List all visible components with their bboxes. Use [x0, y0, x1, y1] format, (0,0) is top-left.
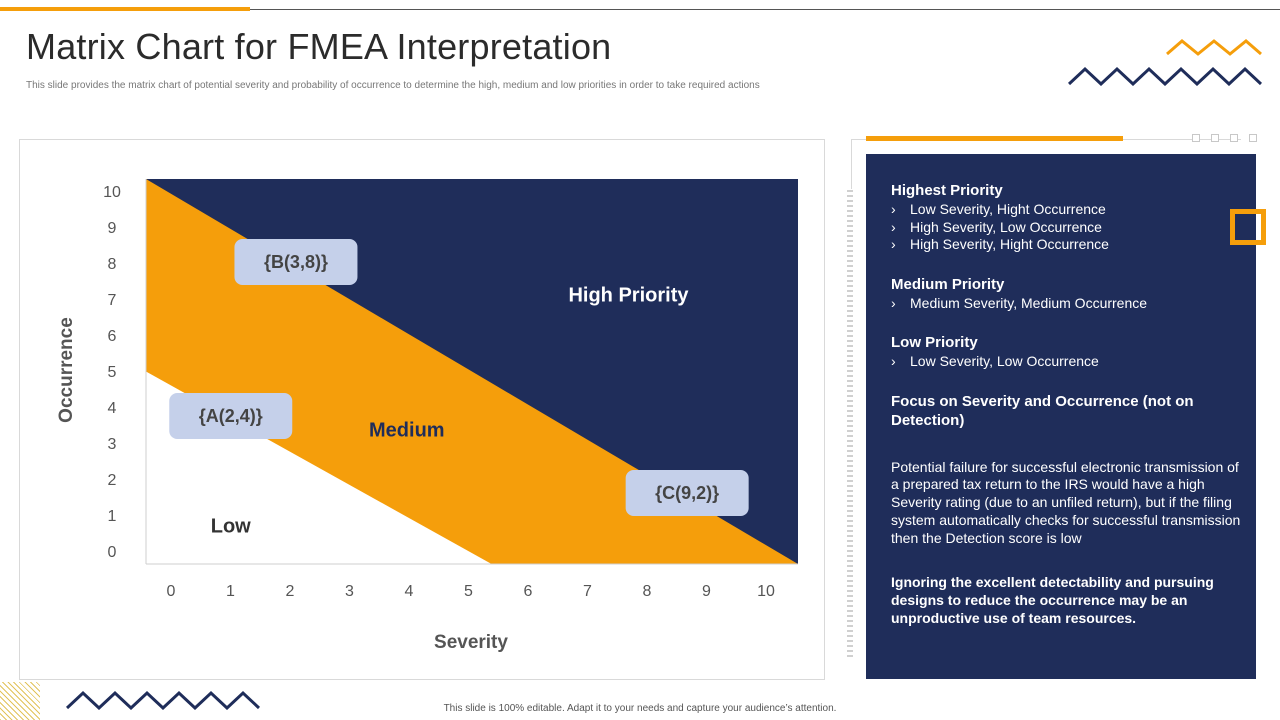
bullet-list: Low Severity, Low Occurrence — [891, 353, 1242, 371]
zigzag-bottom-decoration — [66, 690, 260, 710]
y-tick-label: 1 — [108, 508, 117, 525]
section-heading: Low Priority — [891, 334, 978, 351]
side-squares-decoration — [1192, 134, 1257, 142]
x-tick-label: 7 — [583, 583, 592, 600]
list-item: High Severity, Low Occurrence — [891, 219, 1242, 237]
page-title: Matrix Chart for FMEA Interpretation — [26, 26, 612, 67]
side-accent-bar — [866, 136, 1123, 141]
priority-info-panel: Highest Priority Low Severity, Hight Occ… — [866, 154, 1256, 679]
orange-square-decoration — [1230, 209, 1266, 245]
region-label-high: High Priority — [568, 285, 689, 307]
y-tick-label: 10 — [103, 184, 121, 201]
x-tick-label: 1 — [226, 583, 235, 600]
y-axis-title: Occurrence — [56, 317, 77, 423]
data-point-box — [234, 239, 358, 285]
x-tick-label: 2 — [286, 583, 295, 600]
chart-panel: High Priority Medium Low 0 1 2 3 4 5 6 7 8 9 10 0 1 2 3 4 5… — [19, 139, 825, 680]
top-accent-bar — [0, 7, 250, 11]
bullet-list: Medium Severity, Medium Occurrence — [891, 295, 1242, 313]
focus-heading: Focus on Severity and Occurrence (not on… — [891, 392, 1194, 429]
data-point-label: {A(2,4)} — [199, 406, 263, 426]
y-tick-label: 4 — [108, 400, 117, 417]
x-tick-label: 6 — [524, 583, 533, 600]
x-tick-label: 4 — [405, 583, 414, 600]
region-label-medium: Medium — [369, 419, 445, 441]
y-tick-label: 0 — [108, 544, 117, 561]
y-tick-label: 6 — [108, 328, 117, 345]
x-tick-label: 0 — [167, 583, 176, 600]
bullet-list: Low Severity, Hight Occurrence High Seve… — [891, 201, 1242, 254]
page-subtitle: This slide provides the matrix chart of … — [26, 80, 760, 91]
list-item: Medium Severity, Medium Occurrence — [891, 295, 1242, 313]
side-left-rule — [851, 139, 852, 189]
zigzag-orange-decoration — [1166, 39, 1262, 56]
y-tick-label: 7 — [108, 292, 117, 309]
x-tick-label: 10 — [757, 583, 775, 600]
y-tick-label: 3 — [108, 436, 117, 453]
explanation-paragraph: Potential failure for successful electro… — [891, 458, 1241, 546]
y-tick-label: 8 — [108, 256, 117, 273]
x-tick-label: 8 — [643, 583, 652, 600]
y-tick-label: 5 — [108, 364, 117, 381]
top-rule — [0, 9, 1280, 10]
data-point: {A(2,4)} — [169, 393, 293, 439]
data-point-label: {C(9,2)} — [655, 483, 719, 503]
data-point: {B(3,8)} — [234, 239, 358, 285]
square-icon — [1192, 134, 1200, 142]
section-heading: Medium Priority — [891, 275, 1005, 293]
list-item: Low Severity, Low Occurrence — [891, 353, 1242, 371]
list-item: High Severity, Hight Occurrence — [891, 236, 1242, 254]
x-tick-label: 3 — [345, 583, 354, 600]
region-label-low: Low — [211, 516, 251, 538]
y-tick-label: 9 — [108, 220, 117, 237]
footer-note: This slide is 100% editable. Adapt it to… — [443, 703, 837, 714]
data-point: {C(9,2)} — [625, 470, 749, 516]
zigzag-navy-decoration — [1068, 66, 1262, 86]
hatch-decoration — [0, 682, 40, 720]
fmea-matrix-chart: High Priority Medium Low 0 1 2 3 4 5 6 7 8 9 10 0 1 2 3 4 5… — [56, 179, 798, 653]
side-dotted-rule — [847, 190, 853, 660]
x-tick-label: 9 — [702, 583, 711, 600]
y-tick-label: 2 — [108, 472, 117, 489]
data-point-label: {B(3,8)} — [264, 252, 328, 272]
data-point-box — [169, 393, 293, 439]
x-axis-title: Severity — [434, 632, 508, 653]
section-heading: Highest Priority — [891, 182, 1003, 199]
closing-note: Ignoring the excellent detectability and… — [891, 574, 1214, 627]
data-point-box — [625, 470, 749, 516]
list-item: Low Severity, Hight Occurrence — [891, 201, 1242, 219]
square-icon — [1249, 134, 1257, 142]
x-tick-label: 5 — [464, 583, 473, 600]
square-icon — [1230, 134, 1238, 142]
square-icon — [1211, 134, 1219, 142]
